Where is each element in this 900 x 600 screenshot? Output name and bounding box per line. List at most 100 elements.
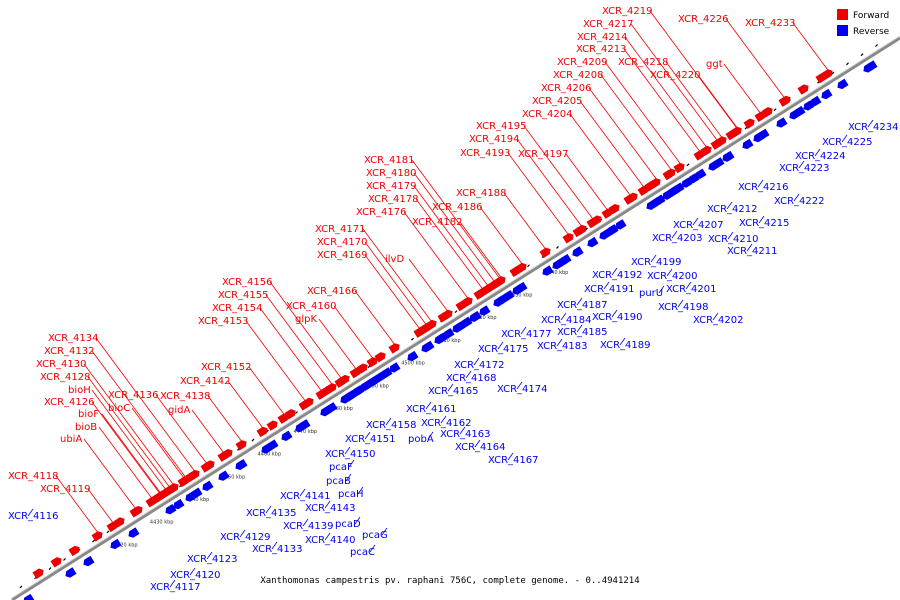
genome-caption: Xanthomonas campestris pv. raphani 756C,… <box>260 576 640 586</box>
XCR_4198-leader-line <box>677 299 684 308</box>
gene-label-xcr_4233: XCR_4233 <box>745 18 796 29</box>
XCR_4226-leader-line <box>725 18 786 99</box>
gene-label-xcr_4126: XCR_4126 <box>44 397 95 408</box>
XCR_4118-gene-arrow <box>91 531 103 542</box>
XCR_4167-leader-line <box>507 452 514 461</box>
gene-label-xcr_4135: XCR_4135 <box>246 508 297 519</box>
gene-label-xcr_4120: XCR_4120 <box>170 570 221 581</box>
XCR_4126-leader-line <box>91 401 161 495</box>
fill-gene-arrow <box>560 253 572 265</box>
XCR_4192-leader-line <box>611 267 618 276</box>
gene-label-pcah: pcaH <box>338 489 364 500</box>
fill-gene-arrow <box>110 538 122 550</box>
XCR_4123-gene-arrow <box>202 480 214 491</box>
fill-gene-arrow <box>149 494 161 505</box>
minor-tick <box>92 539 95 543</box>
gene-label-xcr_4166: XCR_4166 <box>307 286 358 297</box>
fill-gene-arrow <box>68 545 80 557</box>
bioB-leader-line <box>98 426 153 499</box>
gene-label-xcr_4134: XCR_4134 <box>48 333 99 344</box>
gene-label-xcr_4117: XCR_4117 <box>150 582 201 593</box>
minor-tick <box>295 411 298 415</box>
gene-label-xcr_4220: XCR_4220 <box>650 70 701 81</box>
XCR_4223-gene-arrow <box>794 105 806 117</box>
XCR_4206-leader-line <box>588 87 657 179</box>
XCR_4211-leader-line <box>746 243 753 252</box>
XCR_4200-leader-line <box>666 268 673 277</box>
gene-label-xcr_4194: XCR_4194 <box>469 134 520 145</box>
pcaB-leader-line <box>345 473 352 482</box>
gene-label-xcr_4191: XCR_4191 <box>584 284 635 295</box>
XCR_4218-leader-line <box>665 61 723 138</box>
XCR_4178-leader-line <box>415 198 484 290</box>
minor-tick <box>773 108 777 112</box>
kbp-tick-label: 4540 kbp <box>545 270 569 276</box>
gene-label-xcr_4190: XCR_4190 <box>592 312 643 323</box>
fill-gene-arrow <box>191 487 203 498</box>
gene-label-xcr_4204: XCR_4204 <box>522 109 573 120</box>
XCR_4211-gene-arrow <box>742 138 754 150</box>
XCR_4117-gene-arrow <box>165 503 177 515</box>
gene-label-xcr_4133: XCR_4133 <box>252 544 303 555</box>
XCR_4129-leader-line <box>239 529 246 538</box>
XCR_4138-leader-line <box>207 395 243 443</box>
gene-label-xcr_4136: XCR_4136 <box>108 390 159 401</box>
XCR_4164-leader-line <box>474 439 481 448</box>
fill-gene-arrow <box>797 84 809 95</box>
minor-tick <box>846 62 849 66</box>
gene-label-xcr_4171: XCR_4171 <box>315 224 366 235</box>
minor-tick <box>251 438 255 442</box>
fill-gene-arrow <box>434 333 446 345</box>
gene-label-xcr_4205: XCR_4205 <box>532 96 583 107</box>
XCR_4134-leader-line <box>95 337 196 472</box>
fill-gene-arrow <box>713 157 725 168</box>
gene-label-pcac: pcaC <box>350 547 375 558</box>
fill-gene-arrow <box>302 397 314 409</box>
XCR_4141-leader-line <box>299 488 306 497</box>
kbp-tick-label: 4470 kbp <box>294 429 318 435</box>
XCR_4186-leader-line <box>479 206 523 264</box>
minor-tick <box>19 585 23 589</box>
gene-label-xcr_4162: XCR_4162 <box>421 418 472 429</box>
XCR_4151-gene-arrow <box>360 380 372 391</box>
gene-label-xcr_4141: XCR_4141 <box>280 491 331 502</box>
ilvD-leader-line <box>408 258 449 312</box>
leader-lines <box>27 10 874 588</box>
XCR_4175-leader-line <box>497 341 504 350</box>
XCR_4172-gene-arrow <box>469 311 481 322</box>
XCR_4189-gene-arrow <box>615 219 627 230</box>
XCR_4172-leader-line <box>473 357 480 366</box>
gene-label-xcr_4222: XCR_4222 <box>774 196 825 207</box>
gene-label-xcr_4165: XCR_4165 <box>428 386 479 397</box>
purU-leader-line <box>658 285 665 294</box>
XCR_4161-gene-arrow <box>421 341 433 353</box>
XCR_4135-gene-arrow <box>261 443 273 454</box>
fill-gene-arrow <box>779 95 791 107</box>
XCR_4161-leader-line <box>425 401 432 410</box>
minor-tick <box>106 530 110 534</box>
gene-label-xcr_4168: XCR_4168 <box>446 373 497 384</box>
pcaD-leader-line <box>354 516 361 525</box>
gene-label-xcr_4156: XCR_4156 <box>222 277 273 288</box>
gene-label-pcag: pcaG <box>362 530 388 541</box>
XCR_4187-leader-line <box>576 297 583 306</box>
fill-gene-arrow <box>128 527 140 538</box>
fill-gene-arrow <box>650 197 662 208</box>
XCR_4233-leader-line <box>792 22 829 71</box>
fill-gene-arrow <box>113 517 125 528</box>
gene-label-xcr_4150: XCR_4150 <box>325 449 376 460</box>
gene-label-xcr_4214: XCR_4214 <box>577 32 628 43</box>
XCR_4204-leader-line <box>569 113 631 196</box>
XCR_4214-gene-arrow <box>700 145 712 157</box>
bioC-leader-line <box>131 407 185 479</box>
gene-label-xcr_4211: XCR_4211 <box>727 246 778 257</box>
gene-label-bioc: bioC <box>108 403 130 414</box>
fill-gene-arrow <box>236 459 248 470</box>
XCR_4194-leader-line <box>516 138 583 227</box>
gene-label-xcr_4129: XCR_4129 <box>220 532 271 543</box>
gene-label-xcr_4201: XCR_4201 <box>666 284 717 295</box>
XCR_4132-leader-line <box>91 350 186 477</box>
XCR_4197-leader-line <box>565 153 609 211</box>
gene-label-xcr_4169: XCR_4169 <box>317 250 368 261</box>
